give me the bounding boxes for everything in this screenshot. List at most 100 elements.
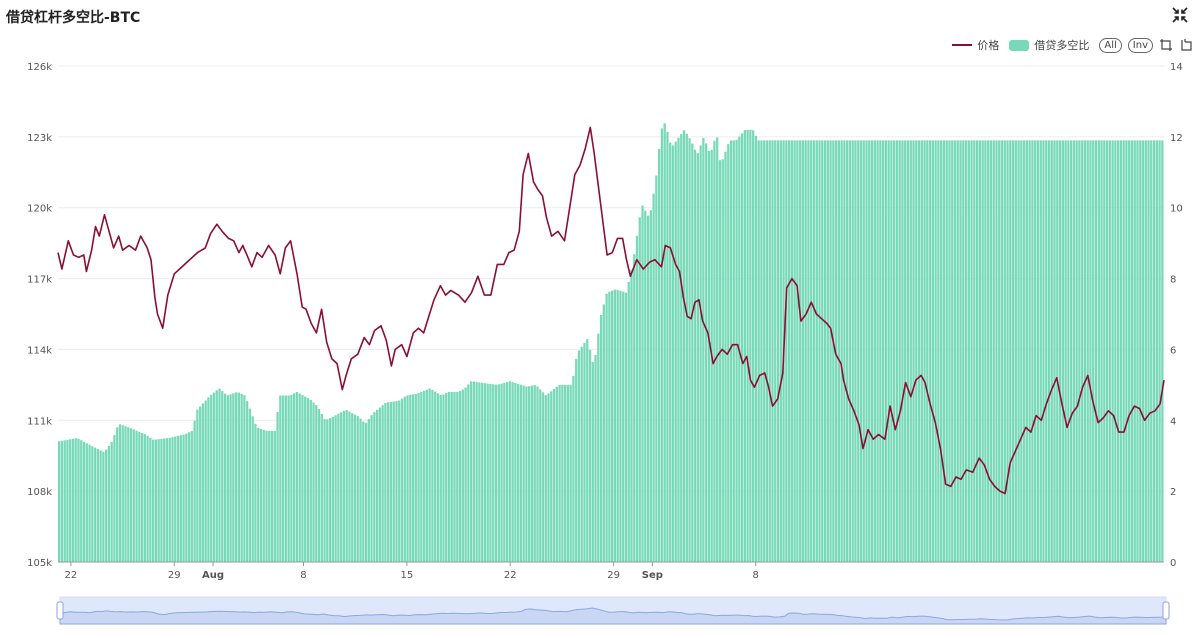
ratio-bar [91, 446, 94, 562]
legend-select-all-button[interactable]: All [1099, 37, 1122, 53]
x-tick-label: 22 [504, 570, 517, 581]
ratio-bar [326, 419, 329, 562]
ratio-bar [63, 440, 66, 562]
ratio-bar [619, 290, 622, 562]
legend-item-ratio[interactable]: 借贷多空比 [1009, 37, 1089, 53]
ratio-bar [522, 385, 525, 562]
ratio-bar [942, 140, 946, 562]
ratio-bar [190, 431, 193, 562]
y-right-tick-label: 6 [1170, 345, 1176, 356]
ratio-bar [591, 361, 594, 562]
y-left-tick-label: 117k [27, 275, 52, 286]
ratio-bar [707, 150, 711, 563]
ratio-bar [304, 396, 307, 562]
ratio-bar [915, 140, 918, 562]
legend-inverse-button[interactable]: Inv [1127, 37, 1153, 53]
ratio-bar [580, 346, 583, 562]
ratio-bar [113, 434, 116, 562]
ratio-bar [987, 140, 990, 562]
ratio-bar [749, 129, 752, 562]
ratio-bar [1097, 140, 1100, 562]
ratio-bar [381, 405, 384, 562]
ratio-bar [420, 391, 423, 562]
y-right-tick-label: 14 [1170, 62, 1183, 73]
ratio-bar [821, 140, 824, 562]
ratio-bar [975, 140, 979, 562]
ratio-bar [370, 415, 373, 562]
ratio-bar [1020, 140, 1023, 562]
ratio-bar [530, 385, 534, 562]
ratio-bar [818, 140, 821, 562]
ratio-bar [865, 140, 868, 562]
ratio-bar [1031, 140, 1034, 562]
ratio-bar [666, 131, 669, 562]
ratio-bar [469, 381, 473, 562]
ratio-bar [890, 140, 893, 562]
ratio-bar [533, 385, 536, 562]
ratio-bar [127, 427, 130, 562]
ratio-bar [505, 382, 509, 562]
ratio-bar [140, 432, 144, 562]
ratio-bar [461, 389, 464, 562]
ratio-bar [599, 315, 603, 562]
ratio-bar [486, 383, 489, 562]
ratio-bar [434, 391, 437, 562]
y-left-tick-label: 120k [27, 204, 52, 215]
ratio-bar [212, 392, 216, 562]
ratio-bar [1111, 140, 1114, 562]
ratio-bar [718, 160, 722, 562]
ratio-bar [1141, 140, 1145, 562]
ratio-bar [1064, 140, 1067, 562]
ratio-bar [223, 393, 227, 562]
ratio-bar [1081, 140, 1084, 562]
ratio-bar [547, 393, 550, 562]
ratio-bar [566, 384, 570, 562]
zoom-handle-left [56, 601, 64, 620]
ratio-bar [143, 434, 146, 562]
ratio-bar [536, 386, 539, 562]
ratio-bar [315, 405, 318, 562]
ratio-bar [787, 140, 791, 562]
ratio-bar [431, 389, 434, 562]
ratio-bar [279, 395, 282, 562]
ratio-bar [284, 395, 287, 562]
ratio-bar [768, 140, 771, 562]
ratio-bar [273, 430, 276, 562]
ratio-bar [364, 422, 368, 562]
rect-select-icon[interactable] [1159, 38, 1173, 52]
ratio-bar [82, 441, 86, 562]
ratio-bar [442, 394, 445, 562]
ratio-bar [577, 350, 581, 562]
ratio-bar [655, 175, 658, 562]
ratio-bar [843, 140, 846, 562]
ratio-bar [978, 140, 982, 562]
ratio-bar [503, 382, 506, 562]
ratio-bar [688, 138, 691, 562]
ratio-bar [458, 390, 462, 562]
y-right-tick-label: 10 [1170, 204, 1183, 215]
ratio-bar [887, 140, 890, 562]
ratio-bar [937, 140, 940, 562]
ratio-bar [870, 140, 874, 562]
ratio-bar [964, 140, 968, 562]
x-tick-label: 22 [65, 570, 78, 581]
ratio-bar [1139, 140, 1142, 562]
ratio-bar [729, 140, 733, 562]
ratio-bar [1056, 140, 1059, 562]
ratio-bar [400, 398, 404, 562]
legend-ratio-label: 借贷多空比 [1034, 39, 1090, 52]
ratio-bar [605, 293, 608, 562]
ratio-bar [508, 381, 511, 562]
ratio-bar [646, 215, 650, 562]
ratio-bar [428, 388, 431, 562]
lasso-select-icon[interactable] [1179, 38, 1193, 52]
ratio-bar [1028, 140, 1031, 562]
ratio-bar [218, 388, 221, 562]
ratio-bar [541, 392, 545, 562]
ratio-bar [962, 140, 965, 562]
legend-item-price[interactable]: 价格 [952, 37, 999, 53]
fullscreen-exit-icon[interactable] [1171, 6, 1189, 24]
ratio-bar [992, 140, 995, 562]
ratio-bar [1014, 140, 1017, 562]
ratio-bar [417, 393, 420, 562]
